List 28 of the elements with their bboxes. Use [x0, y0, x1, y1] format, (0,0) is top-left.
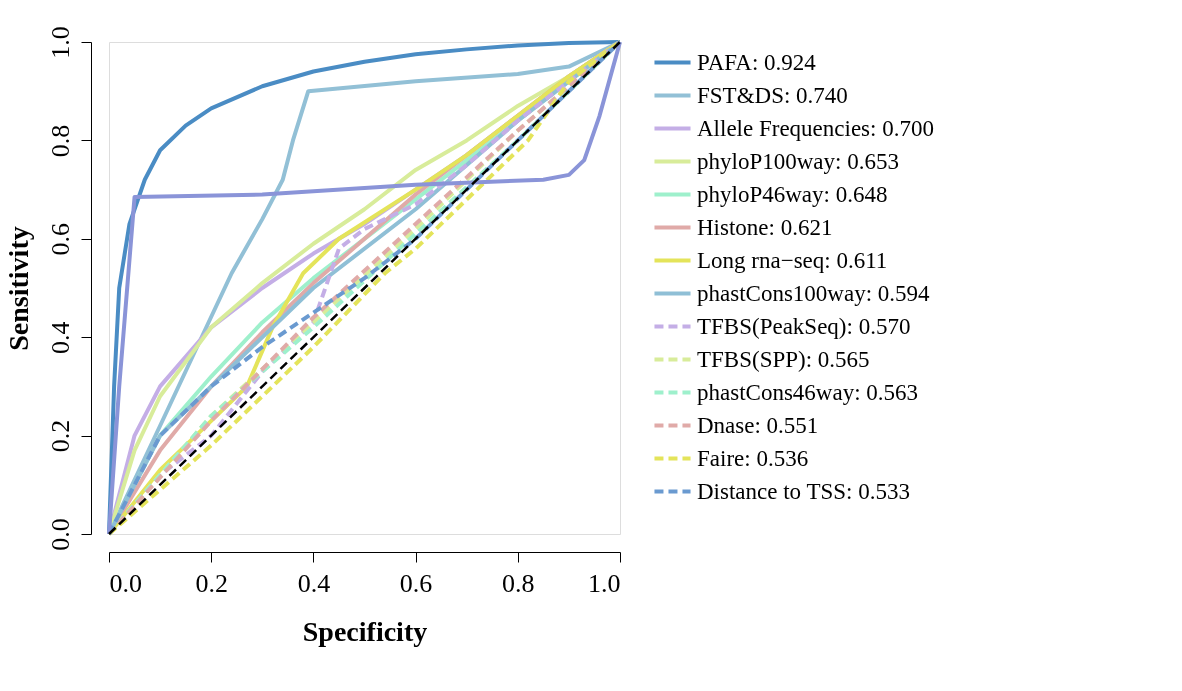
x-tick-label: 0.2	[195, 568, 228, 598]
legend-label: Distance to TSS: 0.533	[697, 478, 910, 504]
legend-label: Long rna−seq: 0.611	[697, 247, 888, 273]
y-tick-label: 0.8	[45, 124, 75, 158]
y-tick-label: 0.6	[45, 223, 75, 256]
y-tick-label: 0.4	[45, 321, 75, 354]
x-axis-title: Specificity	[302, 615, 428, 647]
x-tick-label: 0.0	[109, 568, 142, 598]
legend-label: Faire: 0.536	[697, 445, 809, 471]
legend-label: Histone: 0.621	[697, 214, 833, 240]
legend-label: phastCons46way: 0.563	[697, 379, 919, 405]
y-tick-label: 1.0	[45, 26, 75, 59]
legend-label: Allele Frequencies: 0.700	[697, 115, 934, 141]
legend-label: PAFA: 0.924	[697, 49, 817, 75]
legend-label: phyloP46way: 0.648	[697, 181, 888, 207]
x-tick-label: 0.8	[502, 568, 535, 598]
y-axis-title: Sensitivity	[2, 226, 34, 351]
legend-label: phastCons100way: 0.594	[697, 280, 931, 306]
x-tick-label: 0.4	[297, 568, 331, 598]
legend-label: TFBS(SPP): 0.565	[697, 346, 870, 372]
legend-label: FST&DS: 0.740	[697, 82, 848, 108]
legend-label: phyloP100way: 0.653	[697, 148, 899, 174]
y-tick-label: 0.2	[45, 419, 75, 453]
legend-label: Dnase: 0.551	[697, 412, 819, 438]
y-tick-label: 0.0	[45, 518, 75, 551]
x-tick-label: 1.0	[588, 568, 621, 598]
legend-label: TFBS(PeakSeq): 0.570	[697, 313, 911, 339]
x-tick-label: 0.6	[399, 568, 433, 598]
